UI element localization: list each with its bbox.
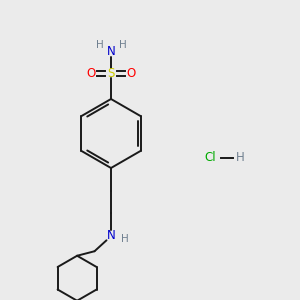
Text: H: H bbox=[236, 151, 244, 164]
Text: H: H bbox=[121, 234, 128, 244]
Text: H: H bbox=[96, 40, 104, 50]
Text: Cl: Cl bbox=[204, 151, 216, 164]
Text: S: S bbox=[107, 67, 115, 80]
Text: N: N bbox=[106, 229, 116, 242]
Text: O: O bbox=[86, 67, 95, 80]
Text: N: N bbox=[106, 45, 116, 58]
Text: O: O bbox=[127, 67, 136, 80]
Text: H: H bbox=[118, 40, 126, 50]
